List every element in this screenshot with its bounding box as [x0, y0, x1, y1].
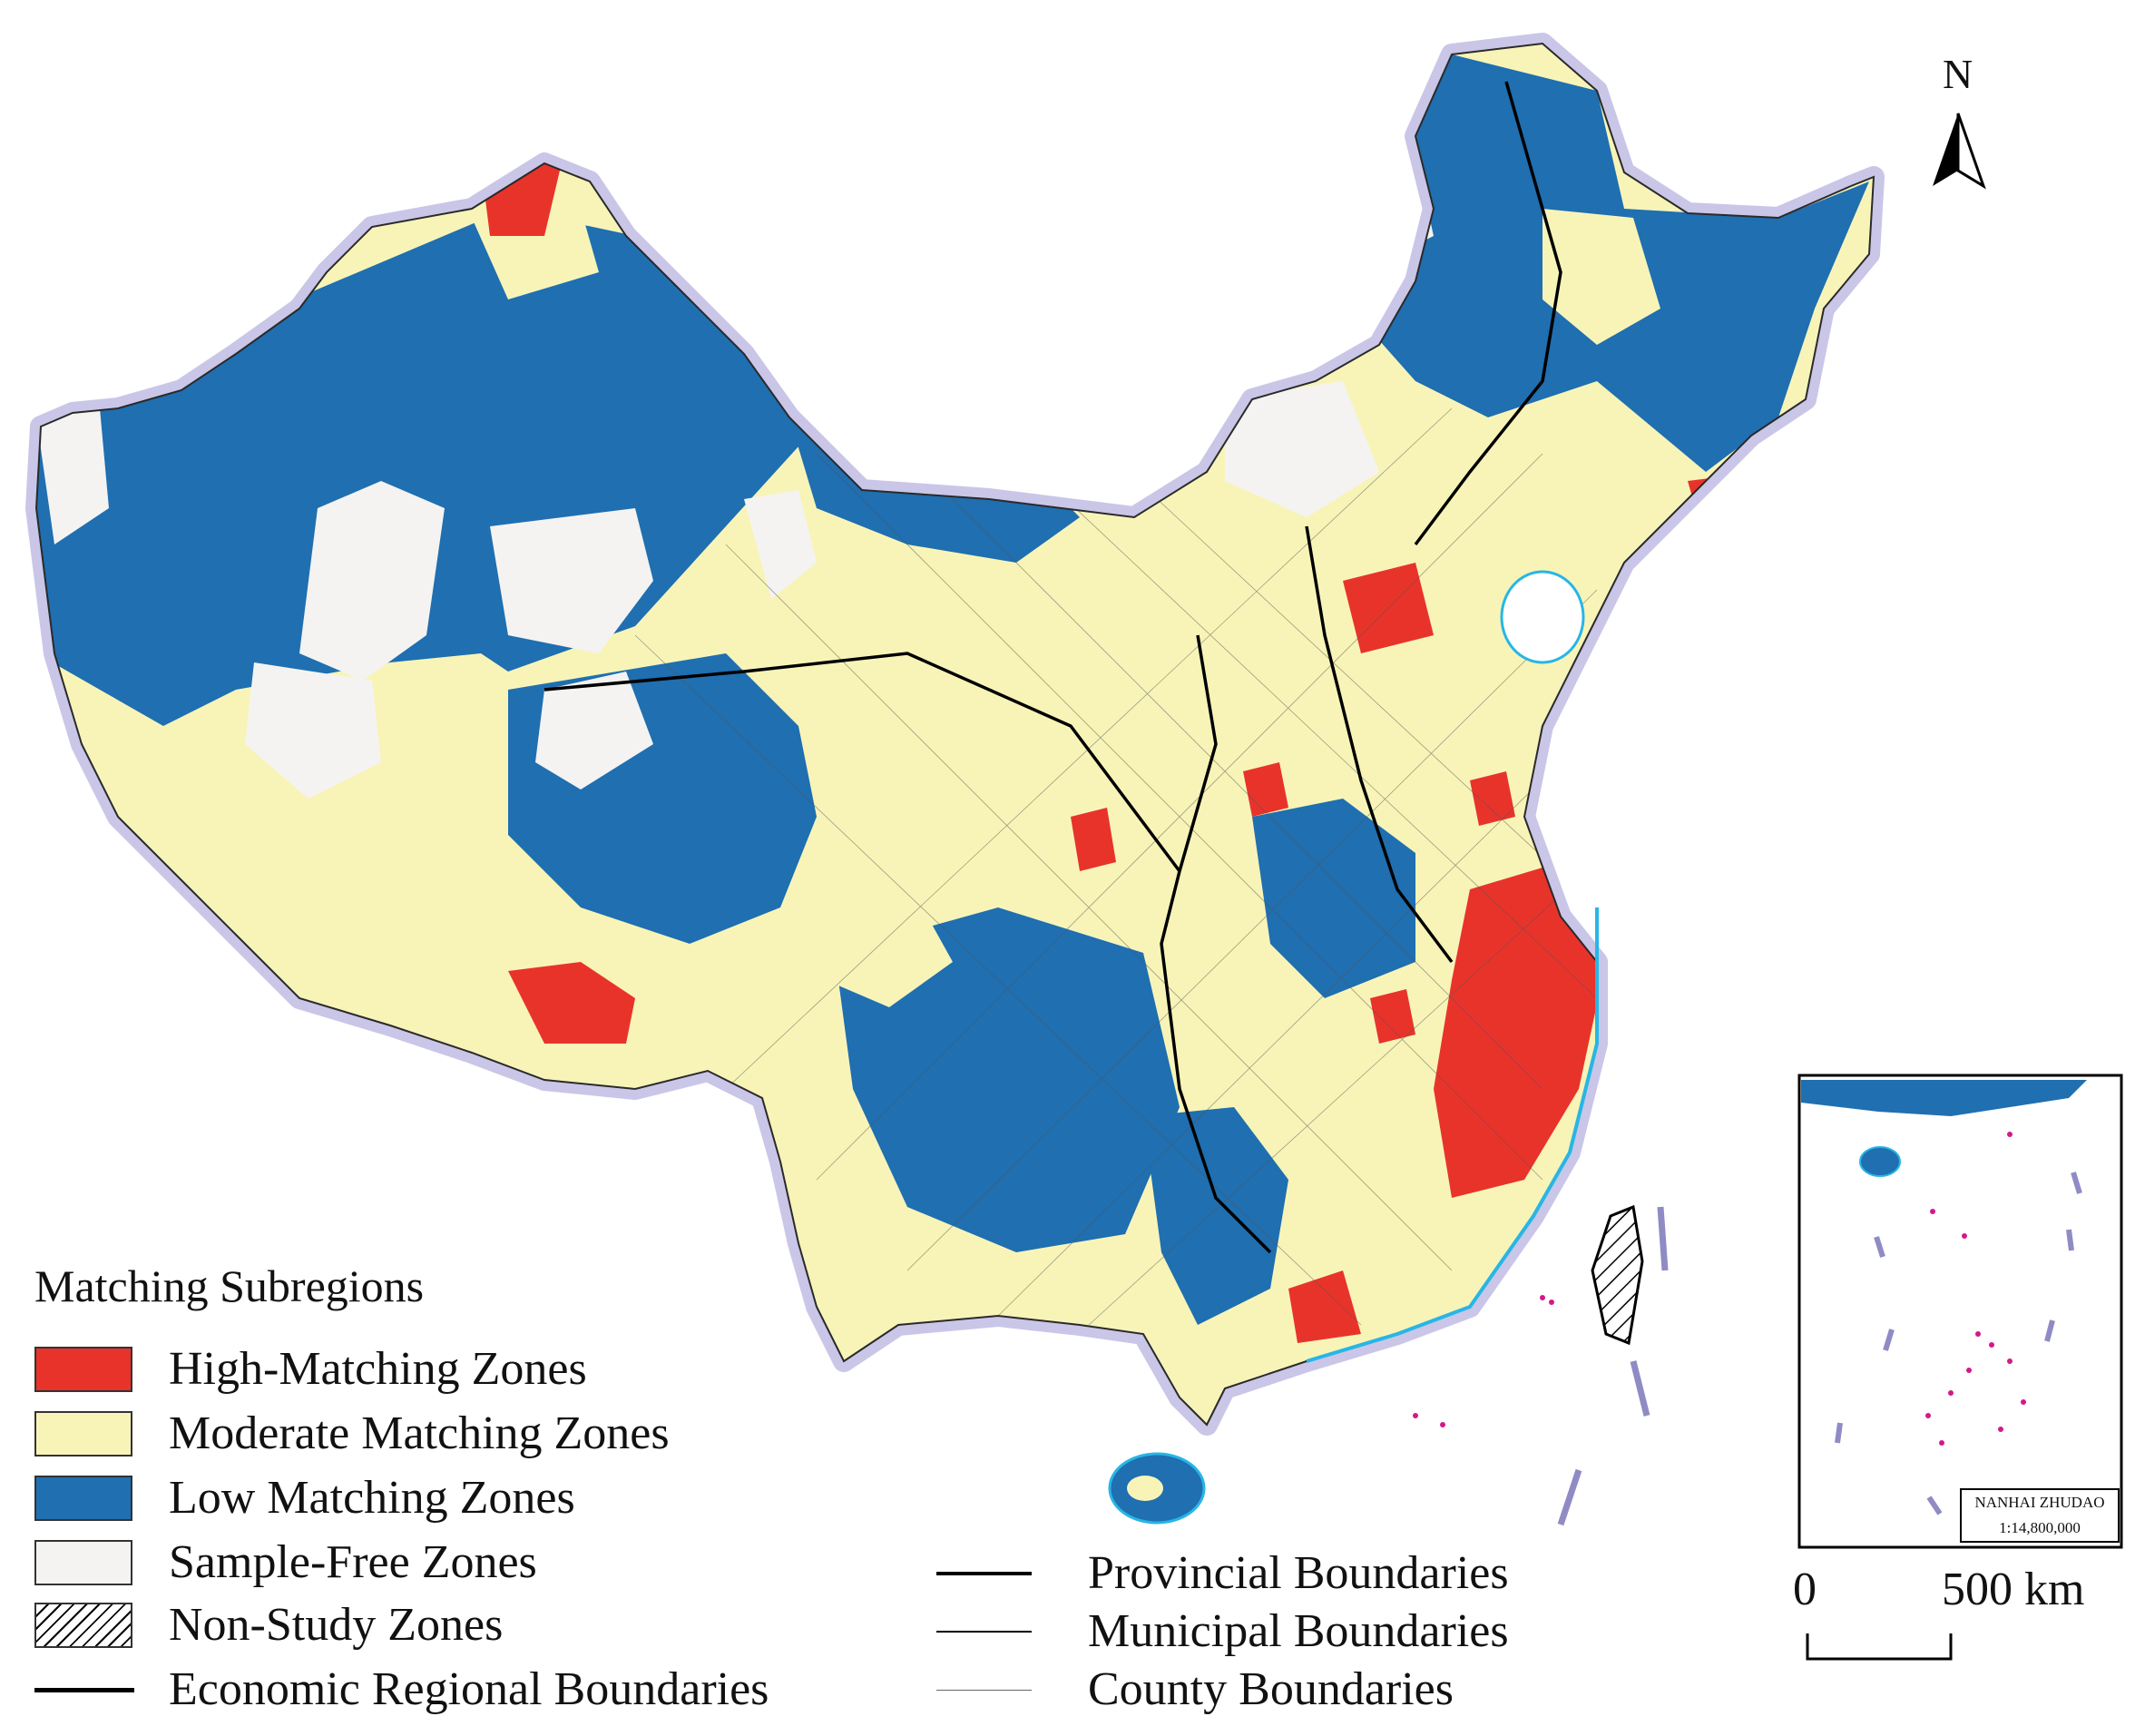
north-label: N	[1943, 51, 1973, 97]
swatch-high	[34, 1347, 132, 1392]
low-zone-south	[835, 907, 1180, 1252]
swatch-sample-free	[34, 1540, 132, 1585]
legend-label-high: High-Matching Zones	[169, 1343, 587, 1395]
sample-free-zone-7	[744, 490, 817, 599]
high-zone-lhasa	[508, 962, 635, 1044]
sample-free-zone-8	[36, 408, 109, 544]
north-arrow-icon	[1933, 113, 1986, 190]
legend-item-economic-boundary: Economic Regional Boundaries	[34, 1666, 769, 1713]
high-zone-guangdong	[1288, 1270, 1361, 1343]
provincial-swatch	[936, 1572, 1032, 1575]
legend-label-non-study: Non-Study Zones	[169, 1599, 504, 1651]
swatch-non-study	[34, 1603, 132, 1648]
sample-free-zone-1	[299, 481, 445, 681]
scale-bar	[1806, 1633, 1953, 1661]
high-zone-shanxi	[1243, 762, 1288, 817]
matching-zones	[36, 54, 1869, 1343]
bohai-sea	[1500, 570, 1585, 664]
taiwan-non-study	[1591, 1204, 1644, 1346]
municipal-swatch	[936, 1631, 1032, 1633]
economic-boundaries	[544, 81, 1562, 1254]
high-zone-shandong	[1470, 771, 1515, 826]
legend-label-low: Low Matching Zones	[169, 1472, 575, 1524]
county-swatch	[936, 1689, 1032, 1691]
high-zone-chengdu	[1071, 808, 1116, 871]
sample-free-zone-3	[245, 662, 381, 799]
legend-label-municipal: Municipal Boundaries	[1088, 1605, 1509, 1657]
sample-free-zone-2	[490, 508, 653, 653]
legend-item-provincial: Provincial Boundaries	[936, 1550, 1509, 1597]
county-lines	[634, 407, 1598, 1326]
inset-map	[1797, 1074, 2123, 1549]
scale-start-label: 0	[1793, 1564, 1817, 1615]
swatch-moderate	[34, 1411, 132, 1456]
legend-item-high: High-Matching Zones	[34, 1346, 587, 1393]
sample-free-zone-5	[1225, 381, 1379, 517]
moderate-zone-3	[1542, 209, 1660, 345]
legend-label-moderate: Moderate Matching Zones	[169, 1407, 670, 1459]
legend-item-sample-free: Sample-Free Zones	[34, 1539, 537, 1586]
legend-item-moderate: Moderate Matching Zones	[34, 1410, 670, 1457]
economic-boundary-swatch	[34, 1687, 134, 1692]
legend-item-county: County Boundaries	[936, 1666, 1454, 1713]
small-islands	[1413, 1295, 1554, 1427]
legend-label-county: County Boundaries	[1088, 1663, 1454, 1715]
low-zone-guangxi	[1143, 1107, 1288, 1325]
moderate-zone-2	[817, 880, 953, 1007]
legend-title: Matching Subregions	[34, 1260, 425, 1311]
inset-caption: NANHAI ZHUDAO 1:14,800,000	[1960, 1488, 2120, 1543]
legend-label-provincial: Provincial Boundaries	[1088, 1547, 1509, 1599]
inset-scale: 1:14,800,000	[1999, 1519, 2081, 1536]
legend-label-economic: Economic Regional Boundaries	[169, 1663, 769, 1715]
coastline	[1306, 907, 1599, 1363]
swatch-low	[34, 1476, 132, 1521]
maritime-dashes	[1557, 1206, 1669, 1526]
legend-item-non-study: Non-Study Zones	[34, 1602, 503, 1649]
high-zone-wuhan	[1370, 989, 1415, 1044]
legend-label-sample-free: Sample-Free Zones	[169, 1536, 537, 1588]
legend-item-low: Low Matching Zones	[34, 1475, 575, 1522]
low-zone-central	[1252, 799, 1415, 998]
legend-item-municipal: Municipal Boundaries	[936, 1608, 1509, 1655]
hainan-moderate	[1127, 1476, 1163, 1501]
inset-name: NANHAI ZHUDAO	[1974, 1494, 2105, 1511]
scale-end-label: 500 km	[1942, 1564, 2085, 1615]
moderate-zone-1	[1071, 508, 1216, 690]
sample-free-zone-4	[535, 672, 653, 790]
